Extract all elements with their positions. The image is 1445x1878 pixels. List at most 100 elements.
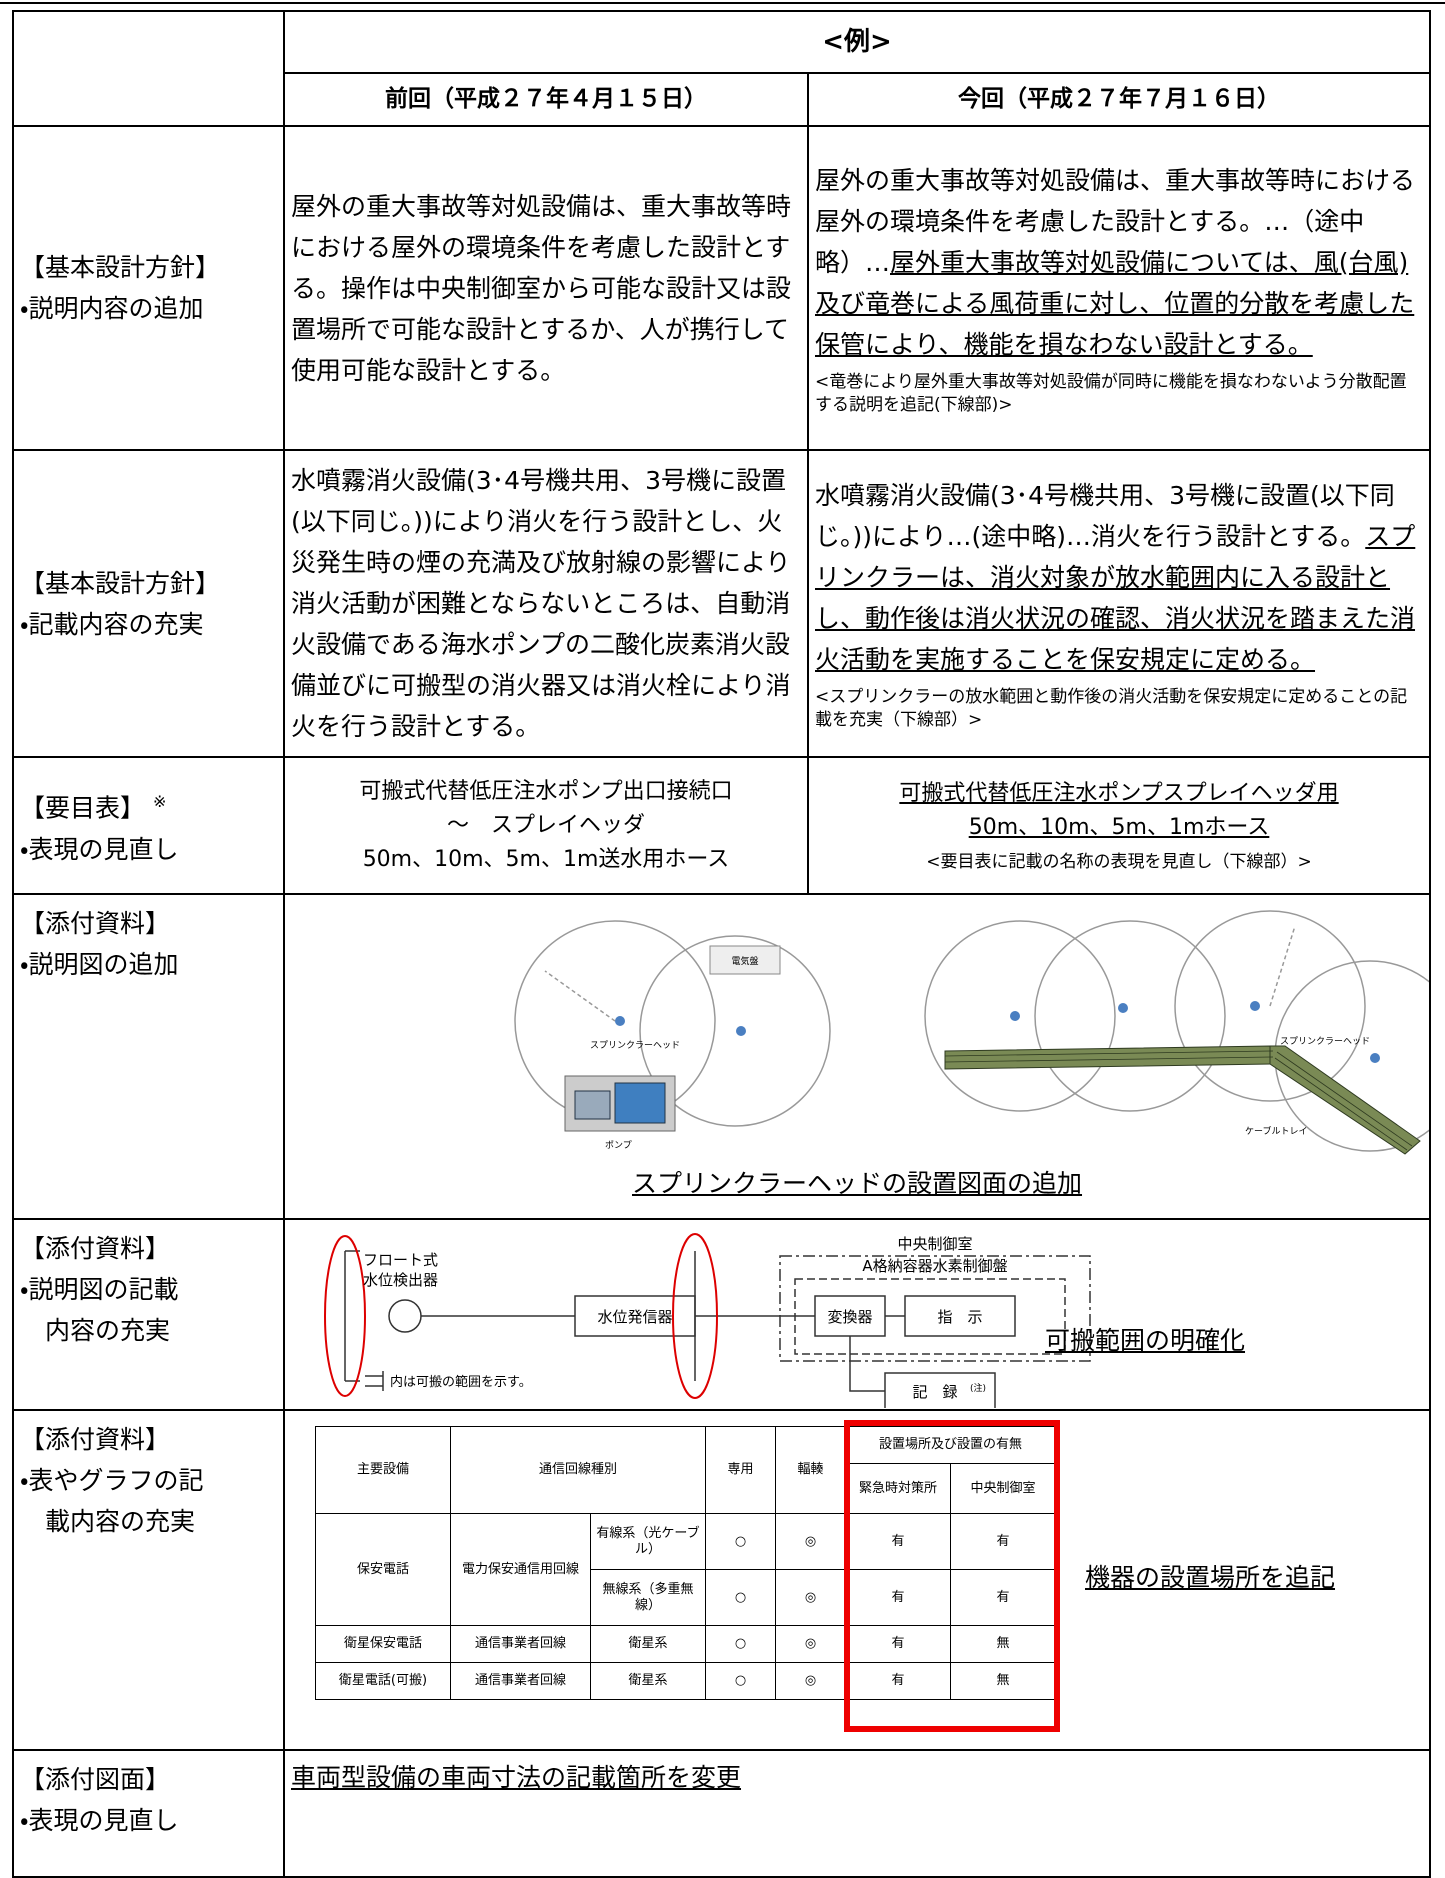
label-line: ・説明図の記載 <box>20 1275 179 1304</box>
figure-cell: 主要設備 通信回線種別 専用 輻輳 設置場所及び設置の有無 緊急時対策所 中央制御室 保安… <box>282 1409 1432 1751</box>
row-label: 【添付資料】・表やグラフの記載内容の充実 <box>12 1409 285 1751</box>
paragraph: 50m、10m、5m、1m送水用ホース <box>291 843 801 877</box>
comm-cell: 有 <box>950 1569 1057 1626</box>
label-line: ・表現の見直し <box>20 834 179 864</box>
comm-cell: 保安電話 <box>315 1513 451 1626</box>
comm-header: 専用 <box>705 1426 777 1514</box>
paragraph: 50m、10m、5m、1mホース <box>815 811 1423 845</box>
figure-cell: フロート式 水位検出器 水位発信器 中央制御室 A格納容器水素制御盤 変換器 指… <box>282 1218 1432 1411</box>
comm-cell: ○ <box>705 1625 777 1663</box>
figure-cell: 電気盤 スプリンクラーヘッド ポンプ スプリンクラーヘッド ケーブルトレイ スプ… <box>282 893 1432 1220</box>
before-cell: 屋外の重大事故等対処設備は、重大事故等時における屋外の環境条件を考慮した設計とす… <box>283 125 809 451</box>
label-mark: ※ <box>153 792 167 812</box>
after-cell: 水噴霧消火設備(3･4号機共用、3号機に設置(以下同じ。))により…(途中略)…… <box>806 449 1432 758</box>
figure-label: 水位検出器 <box>363 1271 438 1289</box>
comm-header: 中央制御室 <box>950 1463 1057 1514</box>
comm-figure: 主要設備 通信回線種別 専用 輻輳 設置場所及び設置の有無 緊急時対策所 中央制御室 保安… <box>286 1412 1428 1748</box>
label-line: 【添付資料】 <box>20 1425 171 1454</box>
comm-cell: ○ <box>705 1513 777 1570</box>
row-label: 【基本設計方針】 ・記載内容の充実 <box>12 449 285 758</box>
label-line: 内容の充実 <box>45 1316 171 1345</box>
top-rule <box>0 2 1445 4</box>
text-segment: 屋外重大事故等対処設備については、風(台風)及び竜巻による風荷重に対し、位置的分… <box>815 247 1415 359</box>
figure-label: ポンプ <box>605 1140 632 1151</box>
label-line: ・説明図の追加 <box>20 950 179 979</box>
paragraph: 屋外の重大事故等対処設備は、重大事故等時における屋外の環境条件を考慮した設計とす… <box>291 186 801 391</box>
text-segment: 水噴霧消火設備(3･4号機共用、3号機に設置(以下同じ。))により…(途中略)…… <box>815 481 1395 551</box>
text-segment: 50m、10m、5m、1mホース <box>968 815 1270 840</box>
label-line: 【添付図面】 <box>20 1765 171 1794</box>
figure-label: (注) <box>970 1382 986 1394</box>
comm-header: 緊急時対策所 <box>845 1463 952 1514</box>
row-label: 【要目表】 ※ ・表現の見直し <box>12 756 285 895</box>
label-line: ・説明内容の追加 <box>20 294 204 323</box>
paragraph: 可搬式代替低圧注水ポンプスプレイヘッダ用 <box>815 777 1423 811</box>
figure-label: フロート式 <box>363 1251 438 1269</box>
level-figure: フロート式 水位検出器 水位発信器 中央制御室 A格納容器水素制御盤 変換器 指… <box>324 1233 1091 1408</box>
paragraph: ～ スプレイヘッダ <box>291 809 801 843</box>
figure-label: 変換器 <box>827 1308 872 1326</box>
comm-cell: 衛星電話(可搬) <box>315 1662 451 1700</box>
comm-cell: 衛星保安電話 <box>315 1625 451 1663</box>
label-line: 【基本設計方針】 <box>20 253 221 282</box>
note: <竜巻により屋外重大事故等対処設備が同時に機能を損なわないよう分散配置する説明を… <box>815 371 1407 415</box>
comm-cell: 有線系（光ケーブル） <box>589 1513 707 1570</box>
comm-cell: 有 <box>845 1513 952 1570</box>
label-line: 【要目表】 ※ <box>20 792 167 823</box>
comm-header: 輻輳 <box>775 1426 847 1514</box>
corner-cell <box>12 10 285 127</box>
figure-label: 中央制御室 <box>897 1235 972 1253</box>
paragraph: 可搬式代替低圧注水ポンプ出口接続口 <box>291 775 801 809</box>
figure-label: スプリンクラーヘッド <box>1280 1036 1370 1047</box>
comm-cell: 衛星系 <box>589 1625 707 1663</box>
label-line: 【基本設計方針】 <box>20 568 221 598</box>
highlight-box <box>844 1420 1060 1732</box>
figure-cell: 車両型設備の車両寸法の記載箇所を変更 <box>282 1749 1432 1878</box>
paragraph: 水噴霧消火設備(3･4号機共用、3号機に設置(以下同じ。))により…(途中略)…… <box>815 475 1423 680</box>
text-segment: 屋外の重大事故等対処設備は、重大事故等時における屋外の環境条件を考慮した設計とす… <box>815 165 1416 277</box>
before-cell: 可搬式代替低圧注水ポンプ出口接続口 ～ スプレイヘッダ 50m、10m、5m、1m送… <box>283 756 809 895</box>
change-text: 車両型設備の車両寸法の記載箇所を変更 <box>291 1763 742 1792</box>
note: <要目表に記載の名称の表現を見直し（下線部）> <box>926 852 1312 872</box>
text-segment: ～ スプレイヘッダ <box>446 812 645 838</box>
figure-label: 記 録 <box>912 1383 957 1401</box>
comm-cell: ○ <box>705 1662 777 1700</box>
after-header: 今回（平成２７年７月１６日） <box>806 72 1432 127</box>
after-cell: 可搬式代替低圧注水ポンプスプレイヘッダ用 50m、10m、5m、1mホース <要目表… <box>806 756 1432 895</box>
row-label: 【添付図面】 ・表現の見直し <box>12 1749 285 1878</box>
paragraph: 屋外の重大事故等対処設備は、重大事故等時における屋外の環境条件を考慮した設計とす… <box>815 160 1423 365</box>
label-line: 【添付資料】 <box>20 909 171 938</box>
comm-cell: ◎ <box>775 1625 847 1663</box>
label-line: 【添付資料】 <box>20 1234 171 1263</box>
comm-table: 主要設備 通信回線種別 専用 輻輳 設置場所及び設置の有無 緊急時対策所 中央制御室 保安… <box>315 1426 1057 1700</box>
before-header: 前回（平成２７年４月１５日） <box>283 72 809 127</box>
label-line: 載内容の充実 <box>45 1507 196 1536</box>
comm-header: 通信回線種別 <box>449 1426 707 1514</box>
comm-cell: ○ <box>705 1569 777 1626</box>
figure-caption: スプリンクラーヘッドの設置図面の追加 <box>632 1169 1083 1198</box>
text-segment: 50m、10m、5m、1m送水用ホース <box>362 846 730 872</box>
figure-caption: 可搬範囲の明確化 <box>1045 1326 1246 1355</box>
sprinkler-figure: 電気盤 スプリンクラーヘッド ポンプ スプリンクラーヘッド ケーブルトレイ <box>514 910 1429 1155</box>
comm-cell: 無 <box>950 1625 1057 1663</box>
example-header: <例> <box>282 10 1432 74</box>
label-line: ・表現の見直し <box>20 1806 179 1835</box>
comm-header: 主要設備 <box>315 1426 451 1514</box>
figure-label: 電気盤 <box>731 955 758 967</box>
row-label: 【添付資料】 ・説明図の追加 <box>12 893 285 1220</box>
comm-cell: 有 <box>845 1625 952 1663</box>
comm-cell: 衛星系 <box>589 1662 707 1700</box>
text-segment: 水噴霧消火設備(3･4号機共用、3号機に設置(以下同じ。))により消火を行う設計… <box>291 466 791 741</box>
label-line: ・表やグラフの記 <box>20 1466 204 1495</box>
comm-cell: 無 <box>950 1662 1057 1700</box>
figure-label: 水位発信器 <box>597 1308 672 1326</box>
figure-caption: 機器の設置場所を追記 <box>1085 1563 1336 1592</box>
figure-label: ケーブルトレイ <box>1245 1125 1307 1137</box>
comm-cell: ◎ <box>775 1662 847 1700</box>
text-segment: 可搬式代替低圧注水ポンプ出口接続口 <box>359 778 733 804</box>
comm-cell: 電力保安通信用回線 <box>450 1513 591 1626</box>
text-segment: 可搬式代替低圧注水ポンプスプレイヘッダ用 <box>899 781 1339 806</box>
comm-cell: ◎ <box>775 1513 847 1570</box>
text-segment: 屋外の重大事故等対処設備は、重大事故等時における屋外の環境条件を考慮した設計とす… <box>291 191 792 385</box>
